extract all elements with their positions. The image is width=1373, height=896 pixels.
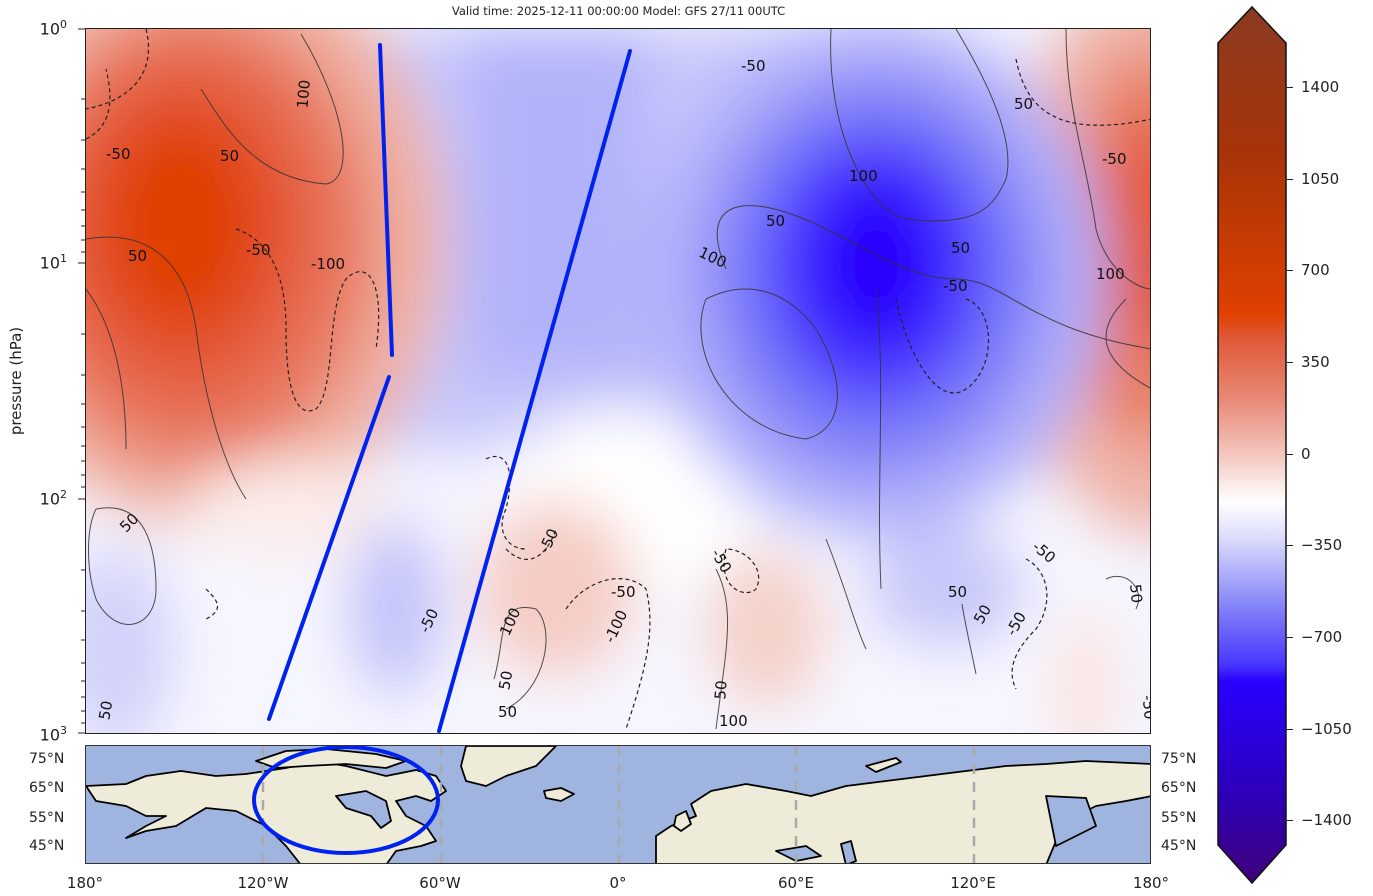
svg-text:-50: -50 — [106, 145, 131, 163]
lon-label-0: 0° — [609, 874, 627, 892]
svg-text:50: 50 — [1014, 95, 1033, 113]
world-map — [86, 746, 1150, 863]
cbar-tick — [1287, 637, 1293, 638]
dashed-contour-lines — [86, 29, 1150, 730]
lat-label-left-75: 75°N — [29, 751, 65, 767]
svg-text:50: 50 — [766, 212, 785, 230]
map-gridlines — [261, 746, 976, 863]
ytick-10-0: 100 — [39, 18, 67, 39]
lat-label-right-65: 65°N — [1161, 780, 1197, 796]
svg-text:-50: -50 — [741, 57, 766, 75]
cbar-tick — [1287, 454, 1293, 455]
svg-text:100: 100 — [849, 167, 878, 185]
cbar-label-neg700: −700 — [1301, 628, 1343, 646]
lat-label-left-55: 55°N — [29, 810, 65, 826]
contour-lines — [86, 29, 1150, 730]
svg-text:-50: -50 — [1102, 150, 1127, 168]
ytick-10-1: 101 — [39, 252, 67, 273]
svg-text:-50: -50 — [246, 241, 271, 259]
svg-text:50: 50 — [220, 147, 239, 165]
svg-text:-50: -50 — [1139, 694, 1151, 720]
lon-label-60e: 60°E — [777, 874, 815, 892]
svg-text:50: 50 — [498, 703, 517, 721]
svg-text:-50: -50 — [611, 583, 636, 601]
svg-text:100: 100 — [719, 712, 748, 730]
inset-map — [85, 745, 1151, 864]
svg-text:50: 50 — [95, 699, 116, 721]
cbar-tick — [1287, 270, 1293, 271]
highlight-ellipse — [252, 746, 440, 855]
ytick-10-3: 103 — [39, 724, 67, 745]
svg-text:50: 50 — [711, 680, 731, 701]
svg-text:50: 50 — [1126, 583, 1146, 604]
lon-label-120w: 120°W — [237, 874, 289, 892]
cbar-label-1400: 1400 — [1301, 78, 1340, 96]
cbar-tick — [1287, 729, 1293, 730]
lat-label-right-55: 55°N — [1161, 810, 1197, 826]
cbar-tick — [1287, 179, 1293, 180]
svg-text:-100: -100 — [311, 255, 345, 273]
annotation-lines — [267, 43, 632, 733]
cbar-label-neg1050: −1050 — [1301, 720, 1352, 738]
cbar-tick — [1287, 545, 1293, 546]
svg-text:100: 100 — [1096, 265, 1125, 283]
svg-text:50: 50 — [948, 583, 967, 601]
lon-label-60w: 60°W — [419, 874, 461, 892]
cbar-label-neg1400: −1400 — [1301, 811, 1352, 829]
lat-label-right-45: 45°N — [1161, 838, 1197, 854]
svg-text:100: 100 — [293, 79, 313, 109]
lat-label-left-65: 65°N — [29, 780, 65, 796]
cbar-label-0: 0 — [1301, 445, 1311, 463]
colorbar — [1217, 5, 1287, 885]
cbar-label-1050: 1050 — [1301, 170, 1340, 188]
ytick-10-2: 102 — [39, 488, 67, 509]
svg-text:50: 50 — [951, 239, 970, 257]
chart-title: Valid time: 2025-12-11 00:00:00 Model: G… — [451, 4, 786, 18]
svg-text:50: 50 — [128, 247, 147, 265]
lat-label-left-45: 45°N — [29, 838, 65, 854]
cross-section-plot: -50 50 100 -50 50 -100 50 -50 100 50 50 … — [85, 28, 1151, 734]
lon-label-180w: 180° — [66, 874, 104, 892]
lon-label-120e: 120°E — [950, 874, 996, 892]
cbar-tick — [1287, 362, 1293, 363]
cbar-label-350: 350 — [1301, 353, 1330, 371]
lat-label-right-75: 75°N — [1161, 751, 1197, 767]
svg-text:-50: -50 — [943, 277, 968, 295]
y-axis-ticks — [78, 28, 85, 734]
cbar-label-neg350: −350 — [1301, 536, 1343, 554]
cbar-tick — [1287, 820, 1293, 821]
cbar-tick — [1287, 87, 1293, 88]
svg-text:50: 50 — [495, 669, 516, 691]
cbar-label-700: 700 — [1301, 261, 1330, 279]
lon-label-180e: 180° — [1132, 874, 1170, 892]
anomaly-field: -50 50 100 -50 50 -100 50 -50 100 50 50 … — [86, 29, 1151, 733]
y-axis-label: pressure (hPa) — [7, 326, 26, 436]
